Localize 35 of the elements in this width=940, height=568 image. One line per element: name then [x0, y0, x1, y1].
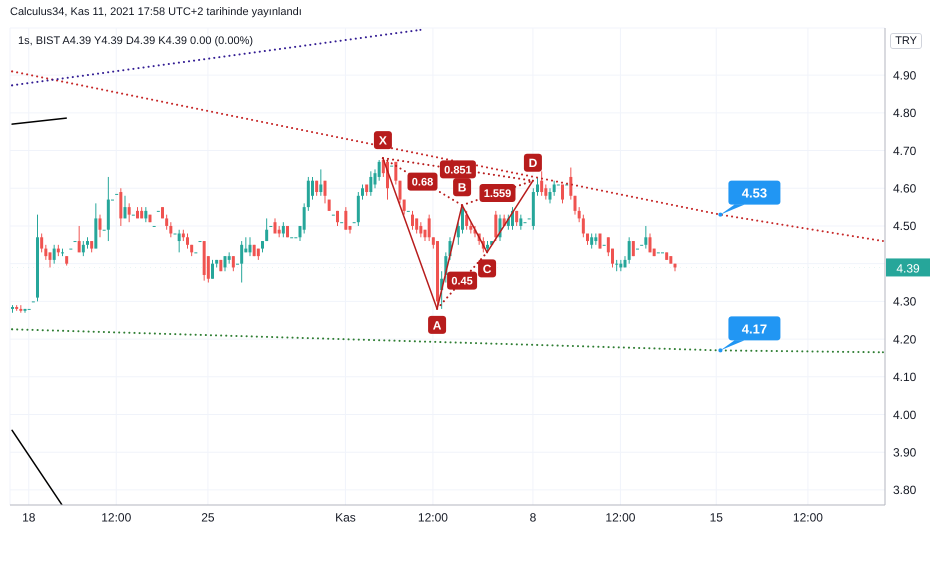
y-tick-label: 4.50	[893, 219, 917, 234]
y-tick-label: 4.10	[893, 370, 917, 384]
data-label: A	[432, 318, 442, 332]
ref-line-label: 4.39	[896, 261, 920, 276]
text: TRY	[890, 33, 922, 49]
y-tick-label: 3.90	[893, 445, 917, 460]
y-tick-label: 4.60	[893, 182, 917, 196]
annotation: 0.851	[444, 164, 472, 176]
x-tick-label: Kas	[335, 510, 356, 525]
y-tick-label: 4.00	[893, 408, 917, 422]
annotation: 0.68	[412, 176, 434, 189]
data-label: B	[458, 180, 467, 195]
data-label: 4.17	[742, 321, 768, 336]
x-tick-label: 12:00	[605, 510, 636, 525]
annotation: 1.559	[484, 188, 512, 200]
x-tick-label: 15	[710, 510, 724, 525]
y-tick-label: 4.90	[893, 68, 917, 82]
data-label: 4.53	[742, 186, 768, 201]
x-tick-label: 25	[201, 510, 215, 525]
x-tick-label: 12:00	[418, 510, 448, 525]
x-tick-label: 12:00	[101, 510, 132, 525]
annotation: 0.45	[451, 276, 473, 288]
data-label: D	[528, 156, 538, 170]
data-label: C	[482, 262, 492, 276]
y-tick-label: 4.80	[893, 106, 917, 120]
x-tick-label: 18	[22, 510, 36, 525]
text: 1s, BIST A4.39 Y4.39 D4.39 K4.39 0.00 (0.00%)	[18, 35, 254, 47]
data-label: X	[378, 134, 387, 148]
y-tick-label: 4.20	[893, 332, 917, 346]
y-tick-label: 4.30	[893, 294, 917, 309]
chart-title: Calculus34, Kas 11, 2021 17:58 UTC+2 tarihinde yayınlandı	[10, 6, 302, 18]
x-tick-label: 12:00	[792, 510, 824, 525]
y-tick-label: 4.70	[893, 144, 917, 158]
x-tick-label: 8	[530, 510, 537, 525]
y-tick-label: 3.80	[893, 483, 917, 498]
